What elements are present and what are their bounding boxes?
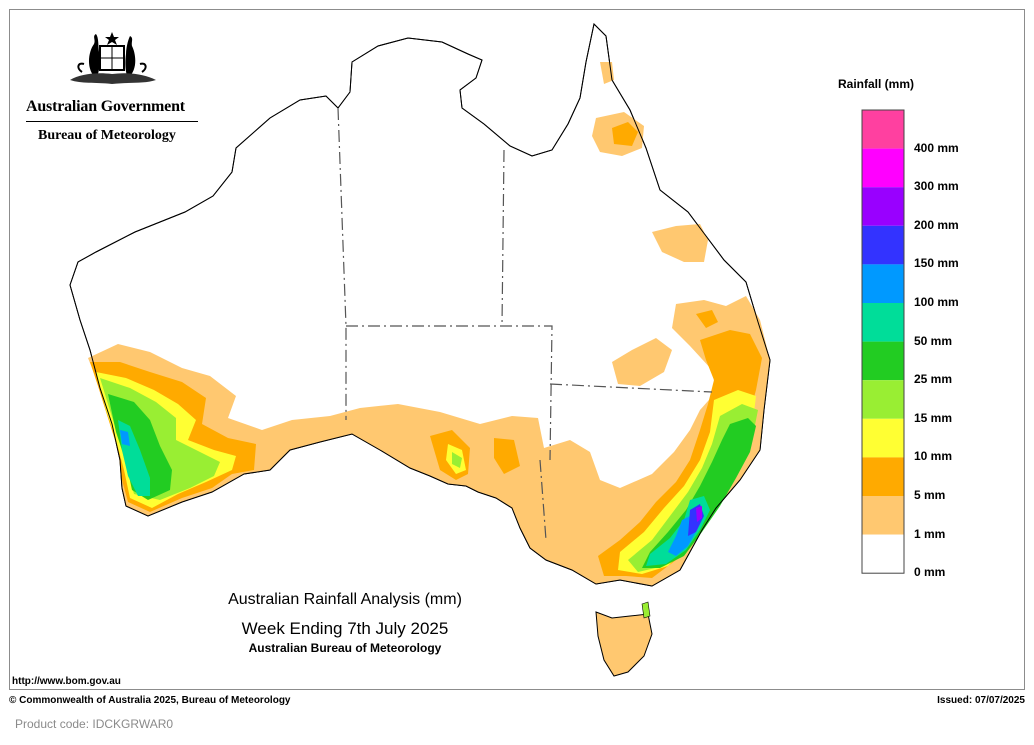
issued-date: Issued: 07/07/2025 [937, 695, 1025, 706]
legend-label-400-mm: 400 mm [914, 140, 959, 155]
legend-swatch-200-mm [862, 187, 904, 226]
legend-label-1-mm: 1 mm [914, 526, 946, 541]
legend-swatch-25-mm [862, 341, 904, 381]
legend-colour-bar [861, 109, 905, 574]
legend-label-50-mm: 50 mm [914, 333, 953, 348]
legend-swatch-1-mm [862, 496, 904, 535]
tasmania [595, 601, 653, 677]
legend-title: Rainfall (mm) [838, 77, 915, 91]
legend-swatch-300-mm [862, 148, 904, 188]
map-source: Australian Bureau of Meteorology [248, 641, 442, 655]
url-link[interactable]: http://www.bom.gov.au [12, 676, 121, 687]
legend-label-25-mm: 25 mm [914, 372, 953, 387]
legend-label-15-mm: 15 mm [914, 410, 953, 425]
legend-swatch-150-mm [862, 225, 904, 265]
legend-label-100-mm: 100 mm [914, 295, 959, 309]
map-subtitle: Week Ending 7th July 2025 [241, 619, 449, 638]
state-borders [337, 107, 713, 541]
rainfall-1mm-area [88, 62, 770, 586]
legend-label-300-mm: 300 mm [914, 179, 959, 194]
legend-label-200-mm: 200 mm [914, 217, 959, 232]
legend-label-150-mm: 150 mm [914, 256, 959, 271]
legend-swatch-15-mm [862, 380, 904, 419]
rainfall-25mm-area [108, 394, 756, 568]
copyright-text: © Commonwealth of Australia 2025, Bureau… [9, 695, 291, 706]
legend-swatch-10-mm [862, 418, 904, 458]
product-code: Product code: IDCKGRWAR0 [15, 717, 174, 731]
rainfall-200mm-area [696, 506, 702, 522]
legend-border [861, 109, 905, 574]
header-divider [26, 121, 198, 122]
map-title: Australian Rainfall Analysis (mm) [228, 591, 462, 608]
legend-swatch-5-mm [862, 457, 904, 496]
legend-label-10-mm: 10 mm [914, 449, 953, 464]
coat-of-arms-icon [70, 32, 156, 84]
coastline [69, 22, 771, 587]
gov-name: Australian Government [26, 98, 185, 115]
legend-swatch-100-mm [862, 264, 904, 303]
legend-swatch-400-mm [862, 110, 904, 149]
legend-label-0-mm: 0 mm [914, 565, 946, 580]
legend-swatch-0-mm [862, 534, 904, 574]
legend-label-5-mm: 5 mm [914, 488, 946, 502]
agency-name: Bureau of Meteorology [38, 128, 176, 143]
legend-swatch-50-mm [862, 303, 904, 342]
